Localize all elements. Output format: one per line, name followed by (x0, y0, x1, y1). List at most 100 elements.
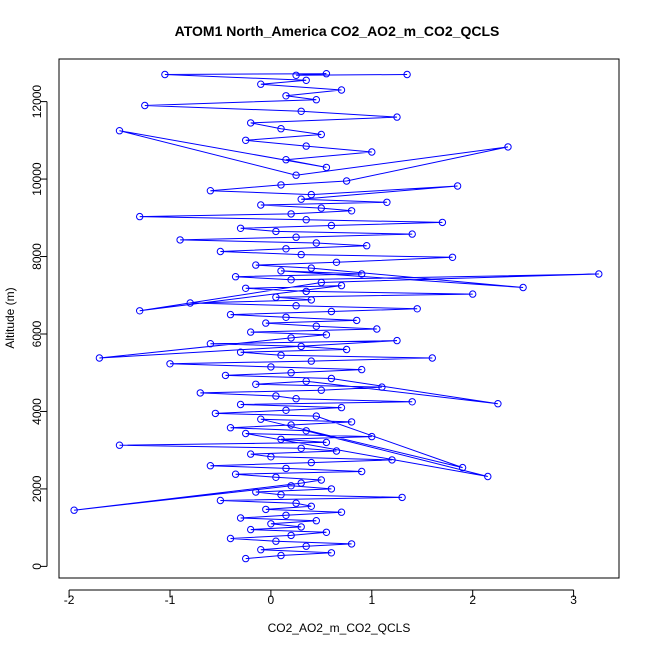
data-point (317, 476, 325, 484)
data-point (519, 283, 527, 292)
data-point (231, 273, 240, 281)
data-point (302, 216, 310, 224)
data-point (484, 472, 492, 481)
data-point (247, 119, 255, 127)
data-point (277, 435, 285, 443)
data-point (297, 444, 305, 452)
data-point (272, 392, 280, 400)
data-point (95, 354, 104, 362)
data-point (186, 299, 194, 307)
data-point (247, 525, 255, 534)
data-point (115, 127, 124, 135)
data-point (302, 287, 310, 296)
data-point (262, 319, 270, 327)
data-point (373, 325, 381, 333)
data-point (272, 537, 280, 545)
data-point (206, 462, 215, 470)
data-point (161, 70, 169, 79)
data-point (302, 377, 310, 385)
data-point (216, 247, 225, 256)
data-point (287, 421, 295, 429)
data-point (277, 181, 285, 189)
data-series (70, 70, 603, 563)
data-point (317, 130, 325, 139)
data-point (267, 520, 275, 528)
data-point (257, 415, 265, 423)
data-point (393, 113, 401, 121)
data-point (342, 345, 351, 354)
data-point (307, 502, 315, 510)
data-point (383, 198, 391, 207)
data-point (358, 270, 366, 278)
data-point (297, 523, 305, 531)
data-point (448, 253, 457, 261)
data-point (282, 511, 290, 519)
data-point (408, 398, 416, 406)
data-point (358, 467, 366, 476)
data-point (252, 488, 260, 496)
data-point (236, 348, 245, 356)
data-point (272, 293, 280, 301)
data-point (247, 328, 255, 336)
data-point (368, 148, 376, 156)
data-point (494, 400, 502, 408)
y-tick-label: 0 (30, 563, 44, 570)
y-tick-label: 2000 (30, 475, 44, 502)
data-point (231, 470, 240, 478)
data-point (242, 429, 250, 438)
chart-title: ATOM1 North_America CO2_AO2_m_CO2_QCLS (175, 23, 500, 39)
data-point (327, 221, 336, 230)
data-point (272, 473, 280, 481)
data-point (292, 395, 300, 403)
data-point (257, 546, 265, 554)
data-point (287, 369, 295, 377)
data-point (317, 386, 325, 394)
data-point (307, 190, 315, 199)
data-point (292, 233, 300, 241)
y-tick-label: 8000 (30, 243, 44, 270)
data-point (252, 380, 260, 388)
data-point (292, 302, 300, 310)
data-point (327, 307, 336, 316)
data-point (297, 479, 305, 487)
data-point (428, 354, 436, 362)
data-point (282, 92, 290, 100)
data-point (378, 383, 386, 391)
data-point (292, 71, 300, 80)
data-point (337, 86, 346, 94)
data-point (287, 276, 295, 284)
data-point (595, 270, 603, 278)
data-point (337, 281, 346, 290)
data-point (317, 278, 325, 287)
x-tick-label: 2 (469, 593, 476, 607)
data-point (327, 549, 336, 557)
data-point (297, 342, 305, 351)
data-point (297, 107, 305, 116)
data-point (216, 496, 225, 505)
data-point (388, 456, 396, 464)
data-point (469, 290, 477, 298)
x-tick-label: -2 (64, 593, 75, 607)
x-tick-label: 0 (268, 593, 275, 607)
data-point (322, 438, 331, 447)
data-point (287, 334, 295, 342)
data-point (287, 210, 295, 218)
data-point (226, 424, 235, 432)
data-point (115, 441, 124, 449)
data-point (257, 201, 265, 209)
data-point (322, 528, 331, 536)
data-point (267, 453, 275, 461)
data-point (226, 534, 235, 543)
x-tick-label: 1 (368, 593, 375, 607)
data-point (252, 261, 260, 269)
data-point (272, 227, 280, 236)
data-point (347, 540, 356, 548)
x-tick-label: 3 (570, 593, 577, 607)
data-point (277, 551, 285, 560)
data-point (277, 351, 285, 359)
data-point (297, 250, 305, 259)
data-point (236, 514, 245, 522)
data-point (353, 316, 361, 325)
data-point (292, 171, 300, 179)
data-point (307, 458, 315, 467)
